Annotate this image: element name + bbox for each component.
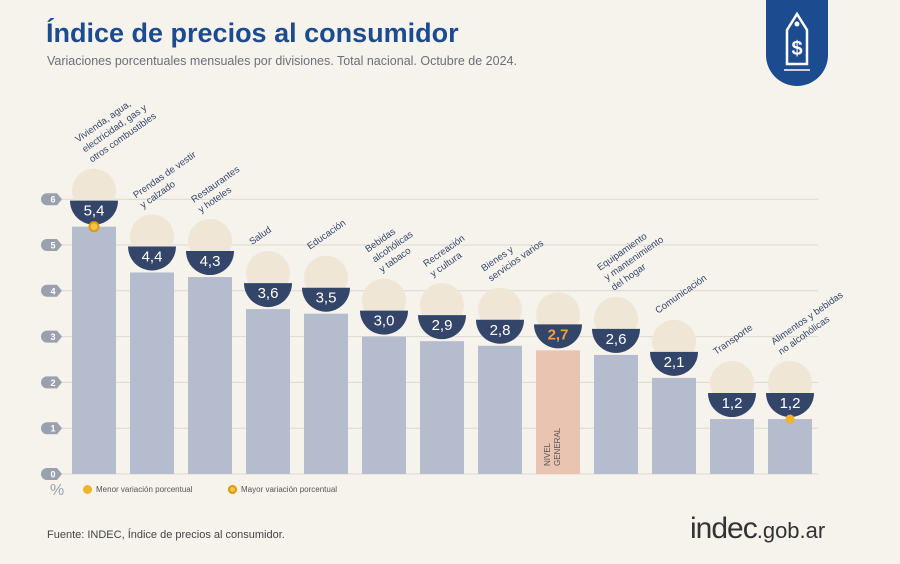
max-variation-dot <box>88 221 100 233</box>
value-label: 2,1 <box>664 354 685 371</box>
min-dot-icon <box>83 485 92 494</box>
value-bubble <box>244 283 292 308</box>
y-tick-label: 5 <box>50 241 55 251</box>
bar <box>478 345 522 474</box>
y-tick-label: 1 <box>50 424 55 434</box>
value-bubble <box>476 319 524 344</box>
bar <box>710 419 754 474</box>
bar <box>72 226 116 474</box>
value-label: 2,8 <box>490 322 511 339</box>
bar <box>130 272 174 474</box>
source-note: Fuente: INDEC, Índice de precios al cons… <box>47 529 285 541</box>
y-tick-marker <box>41 284 62 297</box>
price-tag-dollar-icon: $ <box>766 0 828 86</box>
y-tick-label: 6 <box>50 195 55 205</box>
value-label: 3,5 <box>316 290 337 307</box>
bar <box>362 336 406 474</box>
value-bubble <box>708 393 756 418</box>
category-label: Comunicación <box>653 273 709 317</box>
value-bubble <box>128 246 176 271</box>
min-variation-dot <box>785 414 795 424</box>
bar <box>420 341 464 474</box>
brand-logo: indec.gob.ar <box>690 512 825 546</box>
y-tick-label: 2 <box>50 378 55 388</box>
value-bubble <box>766 393 814 418</box>
value-label: 4,3 <box>200 253 221 270</box>
value-label: 3,0 <box>374 313 395 330</box>
general-level-label: GENERAL <box>553 427 562 466</box>
value-label: 2,6 <box>606 331 627 348</box>
brand-suffix: .gob.ar <box>756 518 826 543</box>
y-tick-marker <box>41 468 62 480</box>
max-dot-icon <box>228 485 237 494</box>
value-label: 1,2 <box>780 395 801 412</box>
y-unit-label: % <box>50 482 65 499</box>
brand-main: indec <box>690 512 758 545</box>
value-bubble <box>302 287 350 312</box>
category-label: Transporte <box>711 322 755 357</box>
value-label: 3,6 <box>258 285 279 302</box>
legend-max-label: Mayor variación porcentual <box>241 485 338 494</box>
value-label: 4,4 <box>142 248 163 265</box>
value-bubble <box>360 310 408 335</box>
y-tick-label: 0 <box>50 470 55 480</box>
bar <box>246 309 290 474</box>
value-bubble <box>70 200 118 225</box>
bar <box>304 313 348 474</box>
value-bubble <box>534 324 582 349</box>
value-bubble <box>650 351 698 376</box>
bar <box>188 277 232 474</box>
y-tick-marker <box>41 422 62 435</box>
category-label: Educación <box>305 218 348 252</box>
y-tick-marker <box>41 193 62 206</box>
value-bubble <box>592 328 640 353</box>
bar <box>652 377 696 474</box>
value-label: 1,2 <box>722 395 743 412</box>
bar <box>536 350 580 474</box>
legend-max: Mayor variación porcentual <box>228 485 337 494</box>
y-tick-marker <box>41 376 62 389</box>
y-tick-marker <box>41 330 62 343</box>
page-title: Índice de precios al consumidor <box>46 18 459 48</box>
value-label: 2,7 <box>548 326 569 343</box>
value-label: 5,4 <box>84 203 105 220</box>
y-tick-label: 4 <box>50 286 55 296</box>
value-label: 2,9 <box>432 317 453 334</box>
value-bubble <box>418 315 466 340</box>
page-subtitle: Variaciones porcentuales mensuales por d… <box>47 54 517 68</box>
bar <box>768 419 812 474</box>
value-bubble <box>186 251 234 276</box>
svg-text:$: $ <box>791 38 802 60</box>
legend-min: Menor variación porcentual <box>83 485 193 494</box>
y-tick-label: 3 <box>50 332 55 342</box>
bar <box>594 354 638 474</box>
y-tick-marker <box>41 239 62 251</box>
general-level-label: NIVEL <box>543 442 552 466</box>
category-label: Salud <box>247 225 273 248</box>
legend-min-label: Menor variación porcentual <box>96 485 193 494</box>
